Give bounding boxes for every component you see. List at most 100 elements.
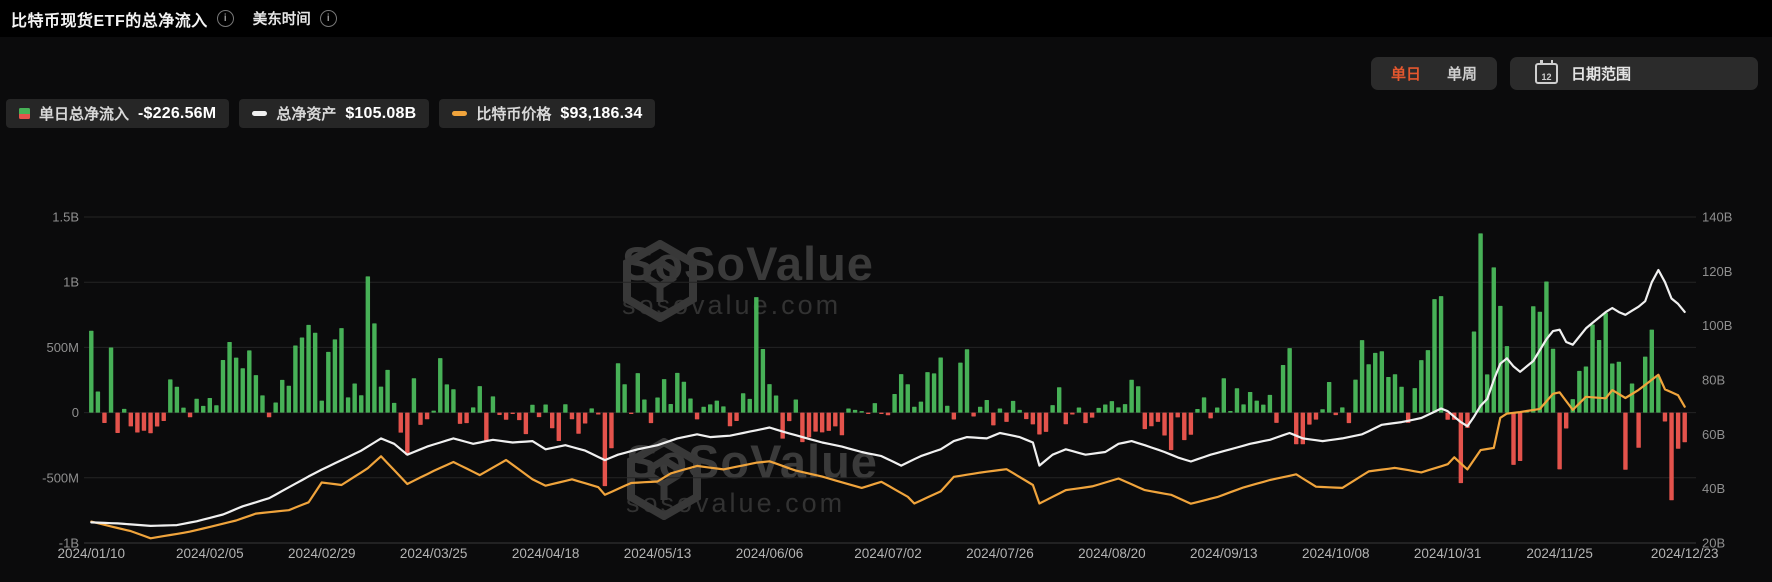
inflow-bar[interactable] (866, 412, 871, 415)
inflow-bar[interactable] (194, 398, 199, 413)
inflow-bar[interactable] (207, 397, 213, 413)
inflow-bar[interactable] (1471, 331, 1477, 413)
info-icon[interactable]: i (216, 10, 234, 27)
inflow-bar[interactable] (536, 412, 542, 418)
inflow-bar[interactable] (569, 412, 575, 420)
inflow-bar[interactable] (431, 410, 436, 413)
inflow-bar[interactable] (1004, 412, 1009, 422)
inflow-bar[interactable] (1056, 387, 1062, 413)
inflow-bar[interactable] (826, 412, 831, 431)
inflow-bar[interactable] (556, 412, 561, 442)
inflow-bar[interactable] (648, 412, 654, 424)
inflow-bar[interactable] (102, 412, 107, 424)
inflow-bar[interactable] (365, 276, 371, 413)
inflow-bar[interactable] (800, 412, 805, 443)
inflow-bar[interactable] (938, 357, 943, 413)
inflow-bar[interactable] (464, 412, 469, 424)
inflow-bar[interactable] (694, 412, 700, 420)
inflow-bar[interactable] (1096, 407, 1101, 413)
inflow-bar[interactable] (681, 381, 687, 413)
inflow-bar[interactable] (905, 384, 910, 413)
inflow-bar[interactable] (1504, 346, 1510, 413)
inflow-bar[interactable] (833, 412, 838, 427)
inflow-bar[interactable] (227, 342, 232, 413)
inflow-bar[interactable] (1188, 412, 1194, 435)
inflow-bar[interactable] (517, 412, 522, 421)
inflow-bar[interactable] (1656, 376, 1661, 413)
inflow-bar[interactable] (1280, 365, 1286, 413)
inflow-bar[interactable] (359, 395, 364, 413)
inflow-bar[interactable] (1254, 400, 1259, 413)
inflow-bar[interactable] (872, 403, 878, 413)
inflow-bar[interactable] (273, 402, 278, 413)
inflow-bar[interactable] (1623, 412, 1628, 470)
inflow-bar[interactable] (1010, 400, 1016, 413)
inflow-bar[interactable] (596, 412, 601, 415)
inflow-bar[interactable] (971, 412, 976, 417)
inflow-bar[interactable] (398, 412, 403, 433)
inflow-bar[interactable] (1379, 351, 1385, 413)
inflow-bar[interactable] (135, 412, 140, 433)
inflow-bar[interactable] (405, 412, 410, 456)
inflow-bar[interactable] (260, 395, 265, 413)
chart-canvas[interactable]: 1.5B 1B 500M 0 -500M -1B 140B 120B 100B 80B 60B 40B… (0, 150, 1772, 582)
inflow-bar[interactable] (1215, 407, 1220, 413)
inflow-bar[interactable] (747, 398, 752, 413)
inflow-bar[interactable] (286, 385, 292, 413)
inflow-bar[interactable] (523, 412, 529, 435)
inflow-bar[interactable] (418, 412, 423, 425)
inflow-bar[interactable] (247, 350, 252, 413)
inflow-bar[interactable] (1392, 374, 1398, 413)
inflow-bar[interactable] (1083, 412, 1088, 424)
inflow-bar[interactable] (457, 412, 463, 424)
inflow-bar[interactable] (339, 328, 344, 413)
inflow-bar[interactable] (1544, 281, 1549, 413)
inflow-bar[interactable] (1326, 381, 1332, 413)
inflow-bar[interactable] (490, 396, 496, 413)
inflow-bar[interactable] (1109, 401, 1115, 413)
inflow-bar[interactable] (470, 407, 476, 413)
inflow-bar[interactable] (543, 404, 548, 413)
inflow-bar[interactable] (326, 351, 331, 413)
inflow-bar[interactable] (945, 405, 950, 413)
inflow-bar[interactable] (1399, 386, 1404, 413)
inflow-bar[interactable] (846, 408, 851, 413)
inflow-bar[interactable] (740, 393, 746, 413)
inflow-bar[interactable] (214, 405, 219, 413)
inflow-bar[interactable] (1616, 361, 1622, 413)
inflow-bar[interactable] (1050, 405, 1055, 413)
inflow-bar[interactable] (299, 337, 305, 413)
inflow-bar[interactable] (714, 400, 720, 413)
inflow-bar[interactable] (233, 357, 239, 413)
inflow-bar[interactable] (1103, 404, 1108, 413)
inflow-bar[interactable] (1234, 388, 1240, 413)
inflow-bar[interactable] (984, 399, 989, 413)
inflow-bar[interactable] (1682, 412, 1687, 443)
inflow-bar[interactable] (1247, 391, 1253, 413)
inflow-bar[interactable] (1155, 412, 1161, 422)
inflow-bar[interactable] (128, 412, 133, 427)
inflow-bar[interactable] (958, 362, 963, 413)
inflow-bar[interactable] (668, 403, 673, 413)
inflow-bar[interactable] (1353, 379, 1358, 413)
inflow-bar[interactable] (1412, 388, 1417, 413)
inflow-bar[interactable] (411, 378, 417, 413)
legend-item-daily-netflow[interactable]: 单日总净流入 -$226.56M (6, 99, 230, 128)
date-range-button[interactable]: 12 日期范围 (1510, 57, 1758, 90)
inflow-bar[interactable] (925, 372, 930, 413)
inflow-bar[interactable] (477, 386, 482, 413)
inflow-bar[interactable] (1366, 364, 1371, 413)
inflow-bar[interactable] (266, 412, 272, 418)
inflow-bar[interactable] (675, 372, 680, 413)
inflow-bar[interactable] (312, 332, 318, 413)
inflow-bar[interactable] (1669, 412, 1674, 501)
inflow-bar[interactable] (1300, 412, 1306, 445)
inflow-bar[interactable] (609, 412, 614, 449)
inflow-bar[interactable] (108, 347, 114, 413)
inflow-bar[interactable] (1024, 412, 1029, 420)
inflow-bar[interactable] (885, 412, 891, 416)
inflow-bar[interactable] (780, 412, 785, 439)
inflow-bar[interactable] (148, 412, 153, 434)
inflow-bar[interactable] (661, 379, 667, 413)
inflow-bar[interactable] (1043, 412, 1049, 432)
